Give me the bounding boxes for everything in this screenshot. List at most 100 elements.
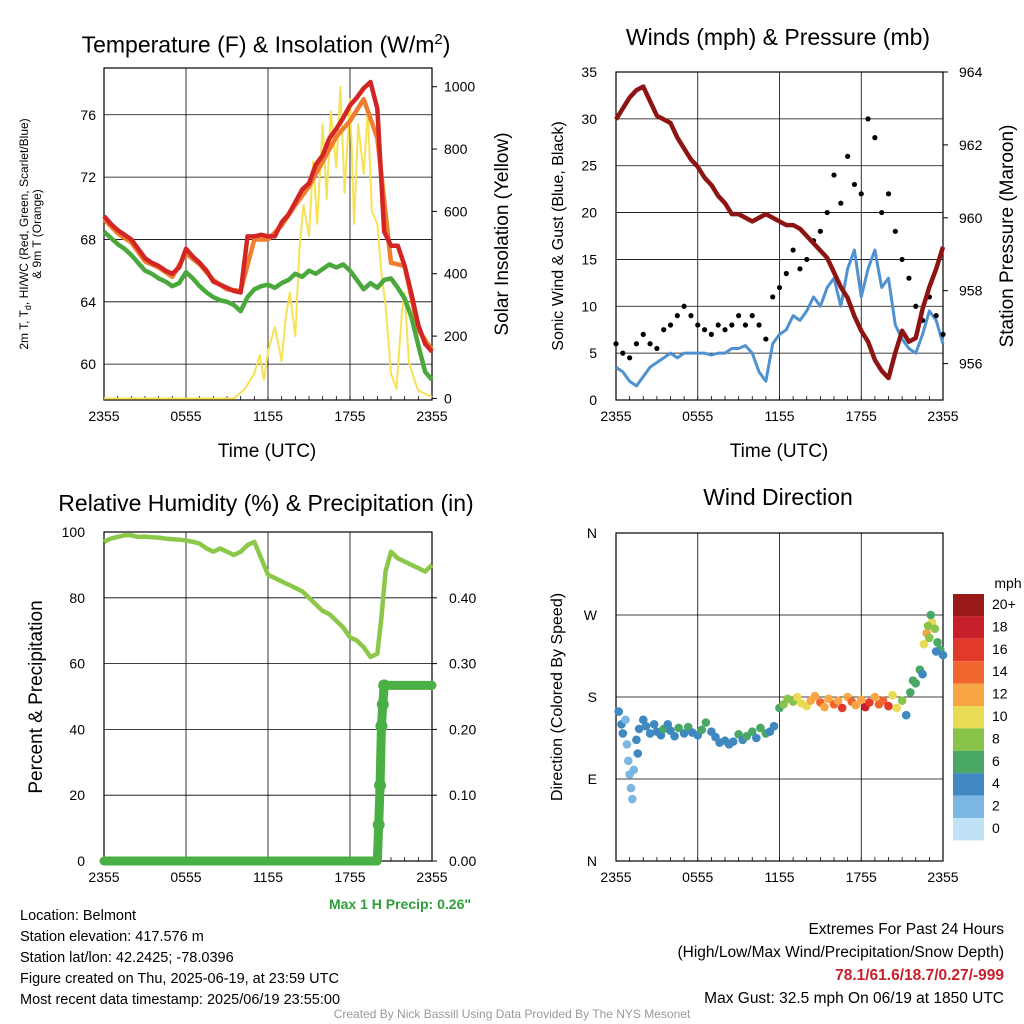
temperature-y-tick-label: 68 [80,231,96,247]
direction-point [614,707,624,716]
speed-legend-title: mph [994,575,1021,591]
station-elevation: Station elevation: 417.576 m [20,929,204,945]
temperature-x-tick-label: 0555 [170,408,201,424]
direction-point [628,794,637,804]
winds-y-tick-label: 20 [581,205,597,221]
winds-gust-point [851,181,858,188]
direction-point [629,765,639,775]
direction-x-tick-label: 1155 [764,869,794,885]
winds-right-tick-label: 962 [959,137,983,153]
winds-gust-point [845,153,851,159]
direction-x-tick-label: 2355 [927,869,958,885]
speed-legend-swatch [953,818,984,841]
direction-point [618,729,628,738]
humidity-precip-point [378,679,391,692]
direction-point [820,702,829,712]
speed-legend-swatch [953,750,984,774]
direction-point [878,696,888,705]
direction-point [670,731,679,741]
temperature-y-axis-label-line2: & 9m T (Orange) [30,189,44,279]
winds-gust-point [797,266,803,272]
winds-y-tick-label: 25 [581,158,597,174]
winds-gust-point [872,135,878,141]
direction-point [679,729,689,738]
winds-gust-point [831,172,837,178]
speed-legend-swatch [953,594,984,617]
direction-y-axis-label: Direction (Colored By Speed) [549,593,566,801]
extremes-values: 78.1/61.6/18.7/0.27/-999 [835,967,1004,984]
speed-legend-swatch [953,683,984,706]
winds-y-tick-label: 35 [581,64,597,80]
winds-gust-point [749,313,755,319]
winds-gust-point [715,322,721,328]
winds-gust-point [879,209,885,216]
speed-legend-label: 20+ [992,596,1016,612]
direction-point [824,694,833,704]
humidity-y-tick-label: 0 [77,853,85,869]
direction-point [892,703,901,713]
speed-legend-label: 0 [992,820,1000,836]
figure-created: Figure created on Thu, 2025-06-19, at 23… [20,971,339,987]
winds-y-tick-label: 5 [589,345,597,361]
speed-legend-swatch [953,706,984,729]
temperature-right-tick-label: 1000 [444,79,475,95]
direction-point [833,696,843,705]
direction-point [633,749,643,758]
direction-point [906,688,915,697]
speed-legend-label: 4 [992,775,1000,791]
direction-point [621,715,630,725]
winds-gust-point [633,341,640,347]
winds-x-tick-label: 0555 [682,408,713,424]
winds-gust-point [770,294,776,300]
humidity-x-tick-label: 2355 [88,869,119,885]
direction-y-tick-label: N [587,853,597,869]
direction-point [728,737,738,746]
humidity-series-rh-line [103,533,434,660]
winds-gust-point [742,322,749,328]
temperature-x-tick-label: 1755 [334,408,365,424]
winds-gust-point [817,228,823,234]
winds-gust-point [858,191,864,197]
speed-legend-swatch [953,728,984,751]
speed-legend-label: 12 [992,686,1008,702]
winds-gust-point [940,331,946,337]
winds-right-tick-label: 964 [959,64,983,80]
temperature-right-tick-label: 200 [444,328,468,344]
max-precip-note: Max 1 H Precip: 0.26" [328,896,471,912]
temperature-y-tick-label: 60 [80,356,96,372]
winds-y-tick-label: 0 [589,392,597,408]
direction-x-tick-label: 1755 [846,869,877,885]
temperature-y-axis-label: 2m T, Td, HI/WC (Red, Green, Scarlet/Blu… [17,118,33,349]
winds-y-tick-label: 30 [581,111,597,127]
credit-line: Created By Nick Bassill Using Data Provi… [333,1007,691,1021]
humidity-right-tick-label: 0.40 [449,590,476,606]
speed-legend-swatch [953,773,984,796]
winds-gust-point [885,191,892,197]
winds-x-axis-label: Time (UTC) [730,441,829,462]
winds-x-tick-label: 2355 [600,408,631,424]
direction-point [632,735,641,745]
temperature-right-axis-label: Solar Insolation (Yellow) [492,132,513,335]
direction-point [674,723,683,733]
winds-gust-point [790,247,796,253]
direction-point [701,718,711,727]
winds-gust-point [708,331,714,337]
direction-point [884,701,893,711]
winds-gust-point [824,209,830,216]
speed-legend-swatch [953,661,984,684]
direction-point [870,692,880,702]
humidity-y-tick-label: 60 [69,656,85,672]
direction-chart-title: Wind Direction [703,484,853,510]
direction-x-tick-label: 0555 [682,869,713,885]
temperature-right-tick-label: 600 [444,203,468,219]
direction-point [938,650,948,660]
direction-point [888,690,897,700]
direction-point [769,721,779,731]
temperature-x-tick-label: 2355 [88,408,119,424]
temperature-series-green-line [102,229,434,382]
extremes-panel: Extremes For Past 24 Hours (High/Low/Max… [678,918,1005,1010]
humidity-x-tick-label: 1755 [334,869,365,885]
direction-point [901,710,911,720]
winds-gust-point [654,345,660,352]
